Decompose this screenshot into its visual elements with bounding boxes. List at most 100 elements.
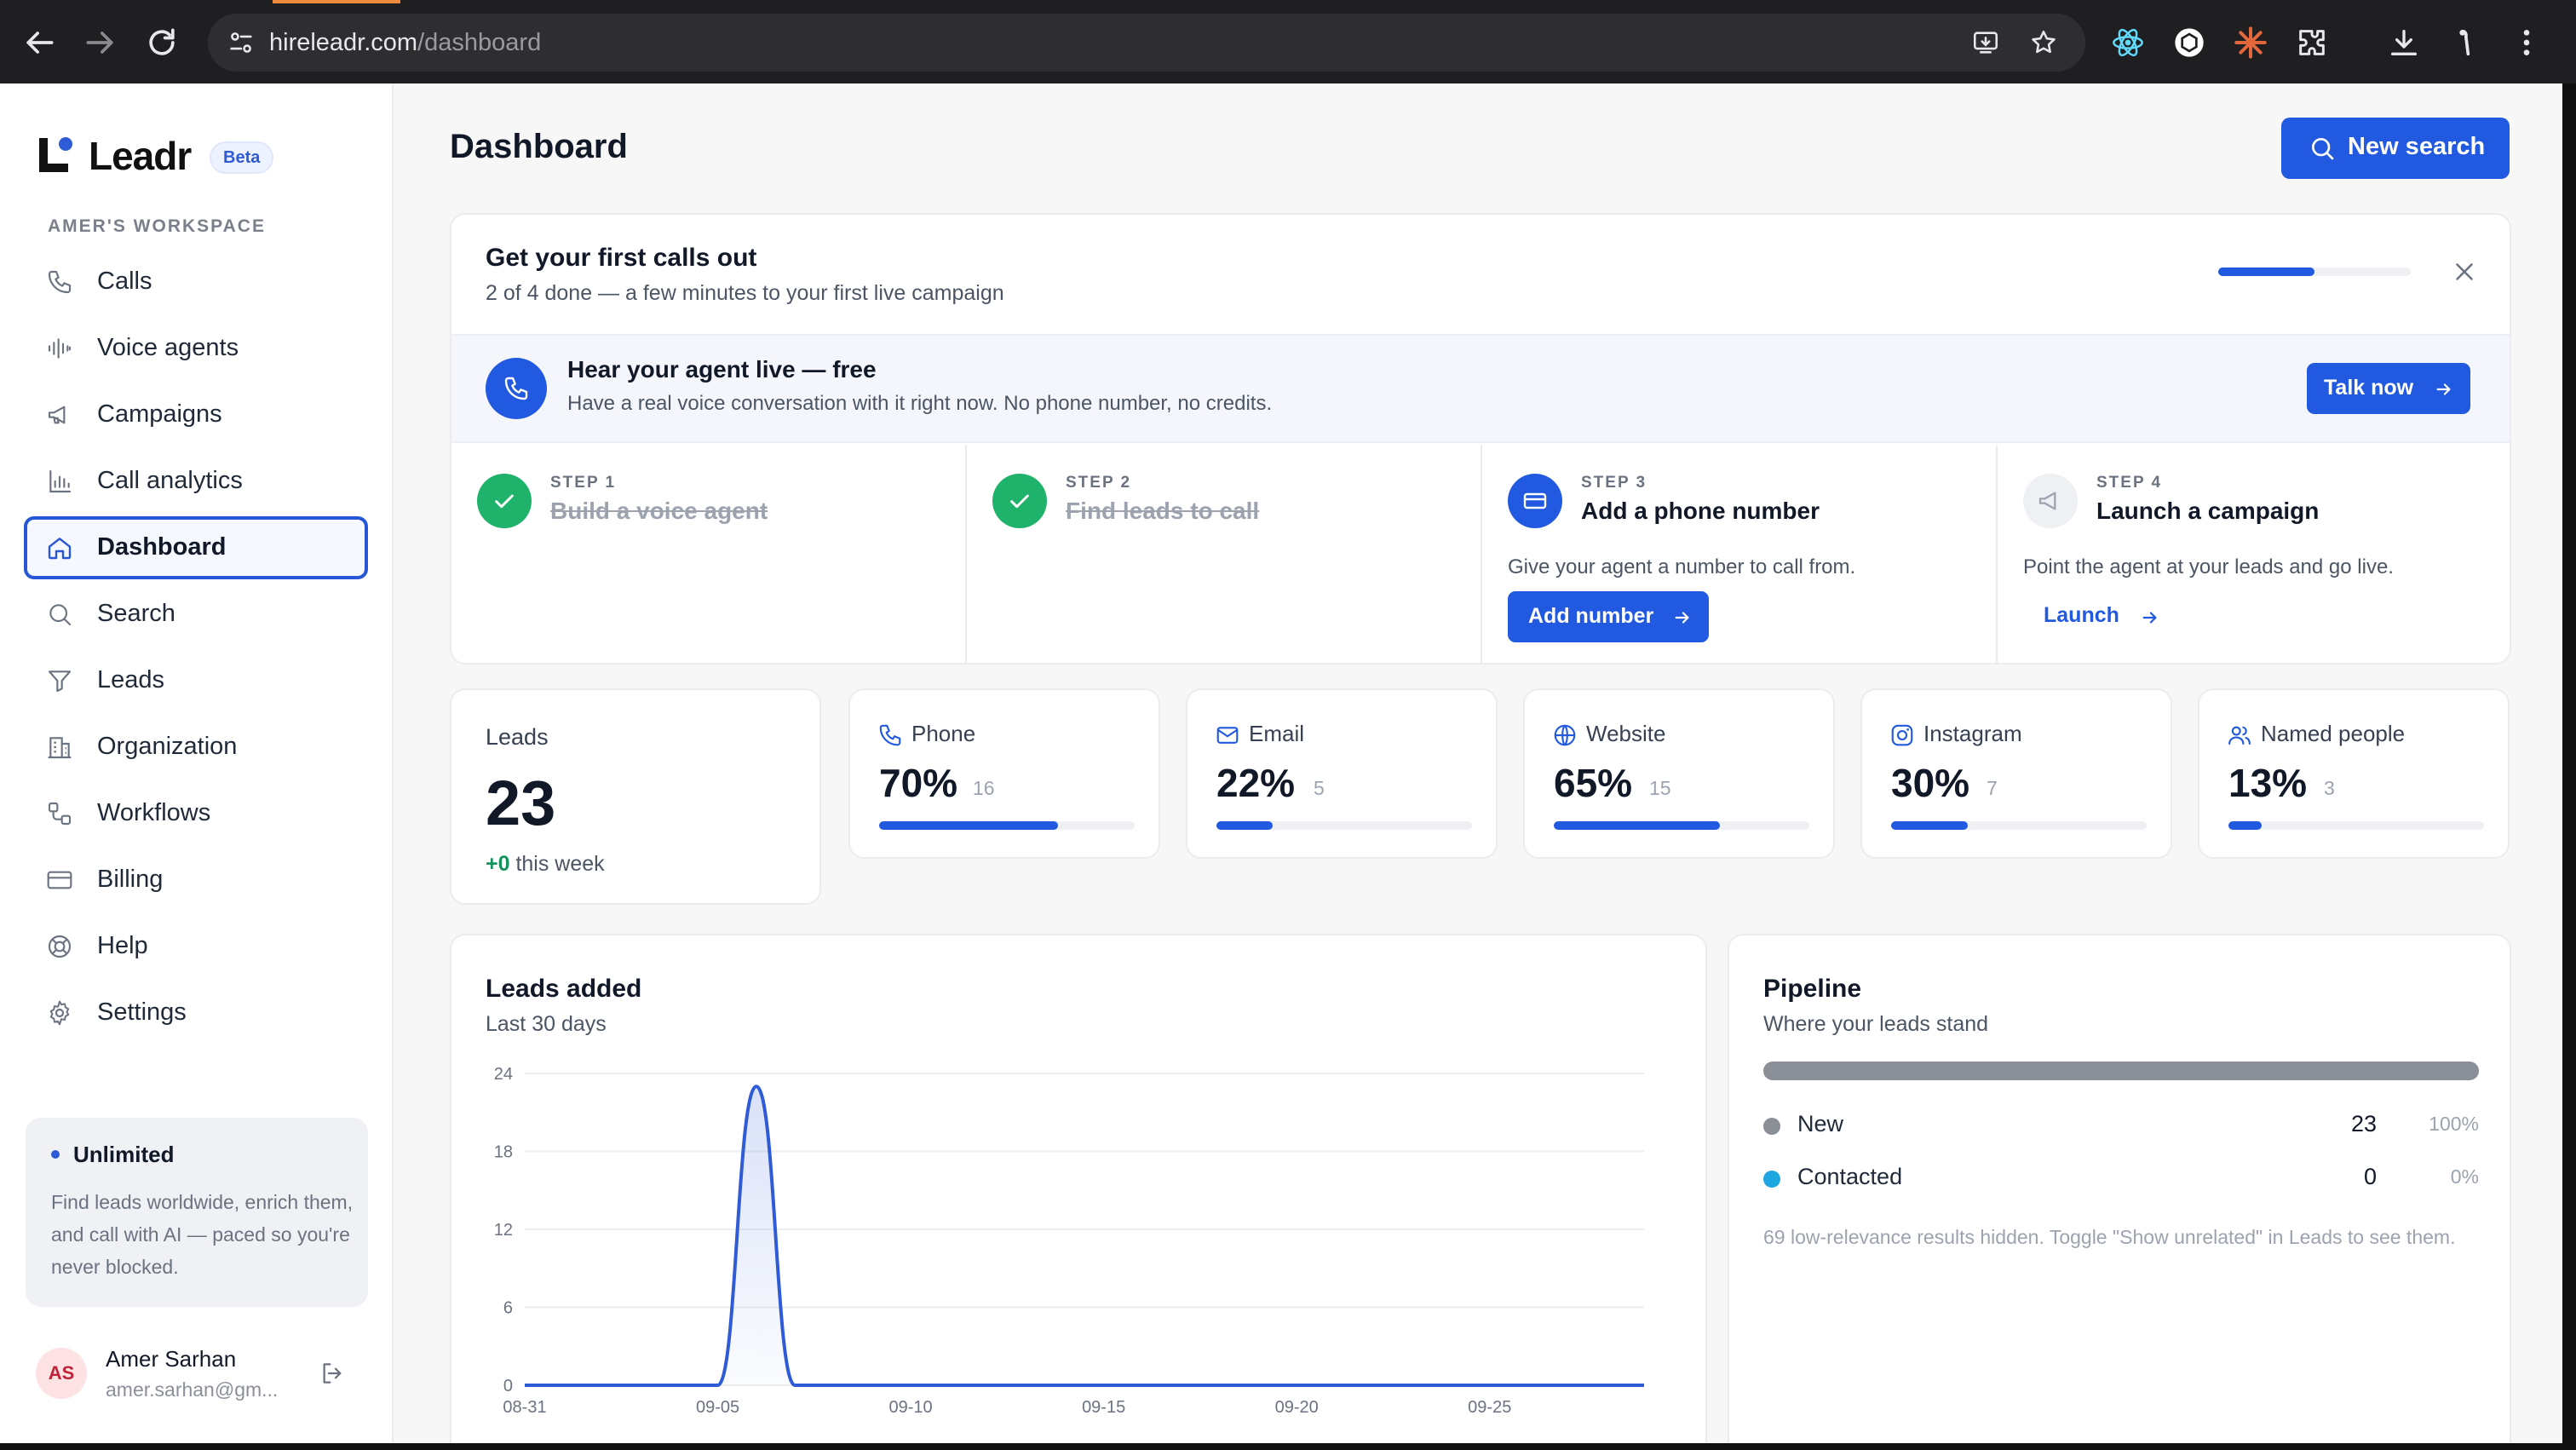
sidebar-item-label: Organization <box>97 733 238 760</box>
stat-label: Leads <box>486 724 549 750</box>
stat-label: Email <box>1249 721 1305 746</box>
status-dot <box>1763 1171 1780 1188</box>
sidebar-item-search[interactable]: Search <box>24 583 368 646</box>
stat-bar-fill <box>1891 821 1968 830</box>
step-number: STEP 1 <box>550 474 617 492</box>
search-icon <box>49 604 72 626</box>
react-devtools-icon[interactable] <box>2111 26 2145 60</box>
stat-label: Website <box>1586 721 1666 746</box>
step-description: Give your agent a number to call from. <box>1508 555 1856 578</box>
onboarding-card: Get your first calls out 2 of 4 done — a… <box>450 213 2511 665</box>
claude-extension-icon[interactable] <box>2234 26 2268 60</box>
reload-button[interactable] <box>143 24 181 61</box>
extensions-puzzle-icon[interactable] <box>2295 26 2329 60</box>
install-app-icon[interactable] <box>1971 28 2000 57</box>
bar-chart-icon <box>49 469 72 493</box>
user-profile[interactable]: AS Amer Sarhan amer.sarhan@gm... <box>26 1332 375 1414</box>
bookmark-star-icon[interactable] <box>2029 28 2058 57</box>
phone-icon <box>48 270 72 294</box>
sidebar-item-label: Workflows <box>97 799 211 826</box>
arrow-left-icon <box>26 32 54 54</box>
step-name: Build a voice agent <box>550 498 768 524</box>
series-line <box>525 1085 1644 1387</box>
stat-delta: +0 this week <box>486 852 605 876</box>
sidebar-item-campaigns[interactable]: Campaigns <box>24 383 368 446</box>
new-search-button[interactable]: New search <box>2281 118 2510 179</box>
live-demo-subtitle: Have a real voice conversation with it r… <box>567 392 1273 415</box>
site-info-icon[interactable] <box>227 28 256 57</box>
gear-icon <box>49 1000 70 1026</box>
stat-count: 15 <box>1649 777 1671 799</box>
mail-icon <box>1216 727 1239 744</box>
launch-link[interactable]: Launch <box>2044 603 2157 628</box>
back-button[interactable] <box>20 24 58 61</box>
openai-extension-icon[interactable] <box>2172 26 2206 60</box>
logout-icon[interactable] <box>319 1360 346 1387</box>
pipeline-stage-count: 0 <box>2363 1164 2377 1189</box>
forward-button[interactable] <box>82 24 119 61</box>
search-icon <box>2312 138 2334 160</box>
check-icon <box>992 474 1047 528</box>
users-icon <box>2228 726 2251 745</box>
stat-count: 7 <box>1987 777 1998 799</box>
address-bar[interactable]: hireleadr.com/dashboard <box>208 14 2085 72</box>
arrow-right-icon <box>2142 612 2157 624</box>
close-icon[interactable] <box>2450 257 2479 286</box>
sidebar-item-leads[interactable]: Leads <box>24 649 368 712</box>
step-name: Launch a campaign <box>2096 498 2320 524</box>
talk-now-button[interactable]: Talk now <box>2307 363 2470 414</box>
plan-card: Unlimited Find leads worldwide, enrich t… <box>26 1118 368 1307</box>
stat-bar <box>879 821 1135 830</box>
leadr-logo-icon <box>39 137 72 172</box>
step-1: STEP 1 Build a voice agent <box>451 445 967 663</box>
pipeline-stage-count: 23 <box>2350 1111 2377 1136</box>
sidebar-item-settings[interactable]: Settings <box>24 981 368 1044</box>
stat-count: 16 <box>973 777 995 799</box>
stat-bar-fill <box>1554 821 1720 830</box>
download-icon[interactable] <box>2387 26 2421 60</box>
globe-icon <box>1554 724 1576 746</box>
sidebar-item-label: Search <box>97 600 175 627</box>
stat-bar <box>2228 821 2484 830</box>
sidebar-item-billing[interactable]: Billing <box>24 849 368 912</box>
stat-percent: 22% <box>1216 761 1296 805</box>
sidebar-item-organization[interactable]: Organization <box>24 716 368 779</box>
step-description: Point the agent at your leads and go liv… <box>2023 555 2394 578</box>
status-dot <box>1763 1118 1780 1135</box>
x-tick-label: 09-20 <box>1275 1398 1319 1417</box>
beta-badge: Beta <box>210 141 274 174</box>
stat-bar <box>1891 821 2147 830</box>
pipeline-row-new: New 23 100% <box>1763 1108 2479 1142</box>
window-edge-bottom <box>0 1443 2576 1450</box>
building-icon <box>48 737 72 759</box>
sidebar-item-voice-agents[interactable]: Voice agents <box>24 317 368 380</box>
pipeline-row-contacted: Contacted 0 0% <box>1763 1160 2479 1194</box>
browser-menu-icon[interactable] <box>2510 26 2544 60</box>
x-tick-label: 09-05 <box>696 1398 739 1417</box>
sidebar-item-call-analytics[interactable]: Call analytics <box>24 450 368 513</box>
sidebar-item-workflows[interactable]: Workflows <box>24 782 368 845</box>
step-2: STEP 2 Find leads to call <box>967 445 1482 663</box>
sidebar-item-dashboard[interactable]: Dashboard <box>24 516 368 579</box>
add-number-button[interactable]: Add number <box>1508 591 1709 642</box>
leads-total-card: Leads 23 +0 this week <box>450 688 821 905</box>
y-tick-label: 24 <box>494 1065 513 1084</box>
filter-icon <box>48 670 72 693</box>
stat-value: 23 <box>486 768 556 838</box>
sidebar-item-help[interactable]: Help <box>24 915 368 978</box>
stat-bar <box>1554 821 1809 830</box>
step-number: STEP 4 <box>2096 474 2163 492</box>
step-4: STEP 4 Launch a campaign Point the agent… <box>1998 445 2510 663</box>
stat-card-instagram: Instagram 30% 7 <box>1860 688 2172 859</box>
y-tick-label: 0 <box>503 1377 513 1395</box>
sidebar-item-label: Voice agents <box>97 334 239 361</box>
profile-icon[interactable] <box>2448 26 2482 60</box>
pipeline-stage-percent: 0% <box>2450 1165 2479 1188</box>
stat-bar-fill <box>2228 821 2262 830</box>
sidebar-item-label: Billing <box>97 866 164 893</box>
stat-count: 3 <box>2324 777 2335 799</box>
sidebar-item-label: Leads <box>97 666 165 693</box>
stat-label: Named people <box>2261 721 2406 746</box>
phone-icon <box>486 358 547 419</box>
sidebar-item-calls[interactable]: Calls <box>24 250 368 314</box>
